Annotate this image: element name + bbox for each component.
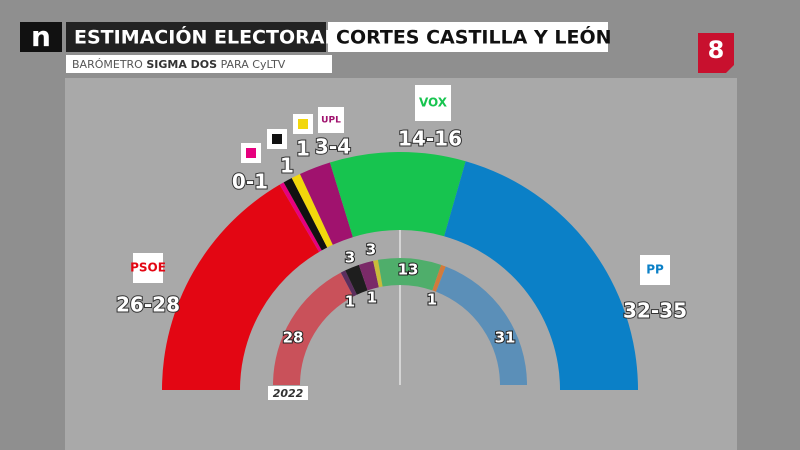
party-name: PP [646, 263, 664, 277]
previous-label: 3 [366, 241, 376, 259]
previous-label: 13 [398, 261, 419, 279]
party-name: PSOE [130, 261, 166, 275]
subtitle: CORTES CASTILLA Y LEÓN [336, 25, 612, 49]
badge [698, 33, 734, 73]
party-logo-mark [246, 148, 256, 158]
source-part: SIGMA DOS [146, 58, 217, 71]
source-part: BARÓMETRO [72, 58, 146, 71]
estimate-arc [279, 182, 322, 252]
party-logo [415, 85, 451, 121]
year-box [268, 386, 308, 400]
previous-arc [345, 264, 368, 295]
estimate-label: 26-28 [116, 293, 180, 317]
badge-text: 8 [708, 36, 725, 64]
previous-label: 3 [345, 249, 355, 267]
party-logo-mark [298, 119, 308, 129]
previous-arc [273, 272, 354, 385]
party-name: UPL [321, 116, 341, 126]
previous-arc [432, 264, 446, 292]
estimate-label: 3-4 [315, 135, 351, 159]
previous-arc [377, 258, 442, 291]
party-logo [640, 255, 670, 285]
party-logo-mark [272, 134, 282, 144]
estimate-arc [291, 174, 333, 248]
estimate-label: 1 [280, 154, 294, 178]
previous-label: 28 [283, 329, 304, 347]
source-part: PARA CyLTV [217, 58, 286, 71]
previous-arc [358, 260, 379, 291]
title: ESTIMACIÓN ELECTORAL [74, 25, 337, 49]
channel-logo: n [31, 20, 51, 53]
year: 2022 [273, 387, 304, 400]
source-box [66, 55, 332, 73]
previous-label: 1 [345, 293, 355, 311]
estimate-arc [444, 161, 638, 390]
estimate-label: 1 [296, 137, 310, 161]
previous-label: 31 [495, 329, 516, 347]
estimate-arc [329, 151, 466, 238]
estimate-label: 32-35 [623, 299, 687, 323]
party-logo [318, 107, 344, 133]
previous-label: 1 [427, 291, 437, 309]
previous-arc [436, 266, 527, 385]
estimate-arc [283, 178, 328, 251]
subtitle-box [328, 22, 608, 52]
estimate-label: 14-16 [398, 127, 462, 151]
source: BARÓMETRO SIGMA DOS PARA CyLTV [72, 58, 286, 71]
estimate-arc [162, 184, 320, 390]
logo-box [20, 22, 62, 52]
title-box [66, 22, 326, 52]
estimate-arc [299, 162, 353, 245]
party-name: VOX [419, 96, 448, 110]
previous-arc [373, 259, 383, 288]
previous-arc [340, 270, 357, 297]
party-logo [133, 253, 163, 283]
previous-label: 1 [367, 289, 377, 307]
estimate-label: 0-1 [232, 170, 268, 194]
